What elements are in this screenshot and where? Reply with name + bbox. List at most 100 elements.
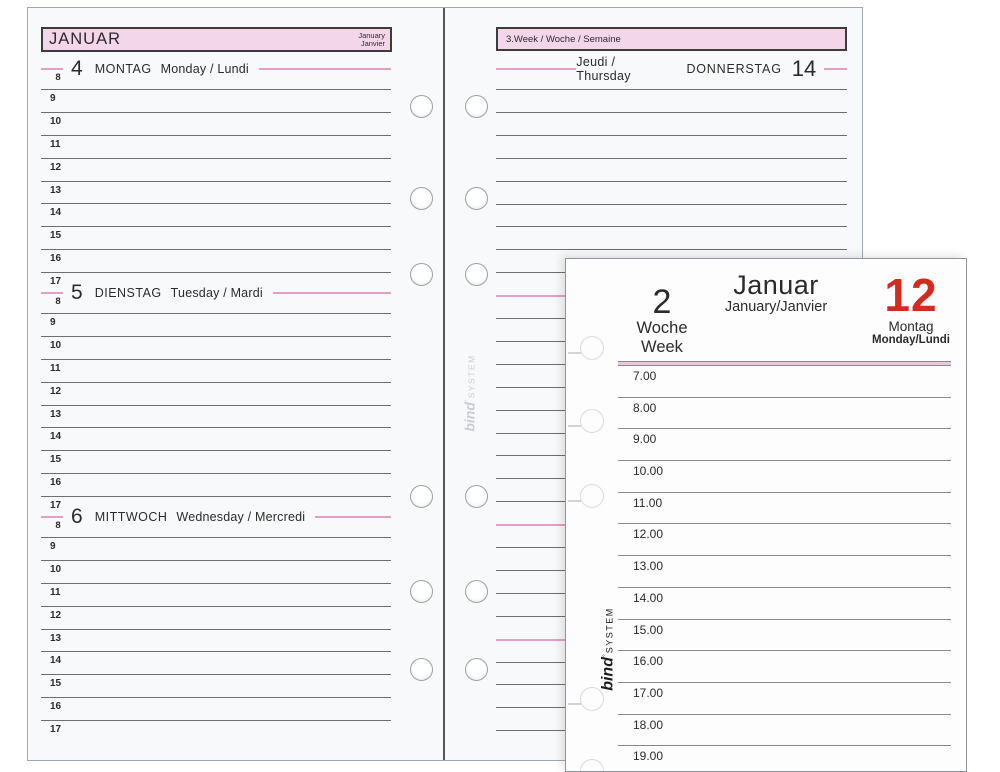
day-name-enfr: Tuesday / Mardi xyxy=(170,286,263,300)
hour-rows: 9 10 11 12 13 14 15 16 17 xyxy=(41,517,391,744)
bind-logo-suffix: SYSTEM xyxy=(604,607,615,654)
ruled-line xyxy=(496,111,847,113)
hour-label: 13 xyxy=(50,184,62,196)
hour-row: 11 xyxy=(41,584,391,607)
bind-logo-degree: ° xyxy=(602,654,610,658)
overlay-week-block: 2 Woche Week xyxy=(607,285,717,357)
hour-rows: 9 10 11 12 13 14 15 16 17 xyxy=(41,293,391,520)
time-label: 14.00 xyxy=(633,590,664,605)
ruled-line xyxy=(496,89,847,90)
ruled-line xyxy=(496,226,847,228)
month-header-box: JANUAR January Janvier xyxy=(41,27,392,52)
hour-row: 10 xyxy=(41,337,391,360)
hour-row: 12 xyxy=(41,383,391,406)
day-block: 8 5 DIENSTAG Tuesday / Mardi 9 10 11 12 13 14 15 16… xyxy=(41,280,391,521)
day-header-line-right xyxy=(258,68,391,70)
overlay-week-label-de: Woche xyxy=(636,319,688,337)
time-label: 8.00 xyxy=(633,400,657,415)
punch-hole xyxy=(409,94,433,118)
overlay-day-name-enfr: Monday/Lundi xyxy=(872,334,950,346)
hour-label: 14 xyxy=(50,431,62,443)
month-subtitle: January Janvier xyxy=(358,31,385,48)
day-header-line-left xyxy=(41,68,63,70)
right-day-name-de: DONNERSTAG xyxy=(686,62,782,76)
hour-row: 12 xyxy=(41,607,391,630)
hour-label: 17 xyxy=(50,276,62,288)
hour-row: 14 xyxy=(41,428,391,452)
punch-hole-marker xyxy=(580,409,604,433)
day-header-line-right xyxy=(824,68,847,70)
hour-row: 12 xyxy=(41,159,391,182)
punch-hole xyxy=(409,579,433,603)
hour-row: 11 xyxy=(41,360,391,383)
overlay-month-block: Januar January/Janvier xyxy=(691,271,861,316)
week-header-box: 3.Week / Woche / Semaine xyxy=(496,27,847,51)
time-label: 10.00 xyxy=(633,464,664,479)
hour-row: 17 xyxy=(41,497,391,520)
hour-row-start xyxy=(41,517,391,538)
day-name-de: DIENSTAG xyxy=(94,286,162,300)
hour-row-start xyxy=(41,293,391,314)
punch-hole-tick xyxy=(568,500,581,502)
hour-row: 13 xyxy=(41,182,391,205)
punch-hole xyxy=(409,484,433,508)
hour-label: 9 xyxy=(50,93,56,104)
time-row: 9.00 xyxy=(618,429,951,462)
day-header: 4 MONTAG Monday / Lundi xyxy=(71,56,391,82)
time-row: 14.00 xyxy=(618,588,951,620)
overlay-date-number: 12 xyxy=(884,269,938,321)
day-name-de: MITTWOCH xyxy=(94,510,168,524)
hour-label: 15 xyxy=(50,454,62,466)
day-header-line-left xyxy=(496,68,577,70)
punch-hole xyxy=(409,657,433,681)
right-day-header: Jeudi / Thursday DONNERSTAG 14 xyxy=(496,55,847,83)
bind-logo-name: bind xyxy=(599,657,617,691)
hour-row: 16 xyxy=(41,250,391,274)
hour-label: 12 xyxy=(50,385,62,397)
hour-row: 15 xyxy=(41,451,391,475)
overlay-month-title: Januar xyxy=(733,270,819,300)
punch-hole xyxy=(464,94,488,118)
hour-label: 10 xyxy=(50,563,62,575)
overlay-week-label-en: Week xyxy=(641,338,683,356)
overlay-date-block: 12 Montag Monday/Lundi xyxy=(851,269,966,347)
hour-row: 13 xyxy=(41,630,391,653)
time-row: 10.00 xyxy=(618,461,951,493)
hour-label: 9 xyxy=(50,541,56,552)
time-label: 18.00 xyxy=(633,717,664,732)
hour-label: 13 xyxy=(50,632,62,644)
hour-label: 14 xyxy=(50,655,62,667)
day-header-line-left xyxy=(41,292,63,294)
day-header-line-right xyxy=(315,516,391,518)
punch-hole-tick xyxy=(568,352,581,354)
punch-hole-tick xyxy=(568,425,581,427)
punch-hole xyxy=(409,262,433,286)
day-block: 8 4 MONTAG Monday / Lundi 9 10 11 12 13 14 15 16 17 xyxy=(41,56,391,297)
bind-system-logo-watermark: bind ° SYSTEM xyxy=(462,336,480,451)
start-hour-label: 8 xyxy=(55,520,61,531)
hour-label: 11 xyxy=(50,586,61,598)
right-day-date: 14 xyxy=(791,56,817,81)
overlay-month-subtitle: January/Janvier xyxy=(724,299,828,315)
hour-label: 16 xyxy=(50,701,62,713)
bind-logo-name: bind xyxy=(461,402,478,432)
time-row: 19.00 xyxy=(618,746,951,771)
hour-label: 16 xyxy=(50,253,62,265)
time-row: 18.00 xyxy=(618,715,951,747)
hour-label: 17 xyxy=(50,724,62,736)
time-row: 7.00 xyxy=(618,366,951,398)
hour-row: 14 xyxy=(41,652,391,676)
time-label: 9.00 xyxy=(633,432,657,447)
punch-hole-marker xyxy=(580,484,604,508)
hour-label: 16 xyxy=(50,477,62,489)
week-header-label: 3.Week / Woche / Semaine xyxy=(506,33,621,45)
ruled-line xyxy=(496,157,847,159)
punch-hole xyxy=(464,186,488,210)
time-row: 16.00 xyxy=(618,651,951,683)
day-header-line-right xyxy=(272,292,391,294)
start-hour-label: 8 xyxy=(55,72,61,83)
time-label: 15.00 xyxy=(633,622,664,637)
ruled-line xyxy=(496,203,847,205)
hour-label: 15 xyxy=(50,230,62,242)
